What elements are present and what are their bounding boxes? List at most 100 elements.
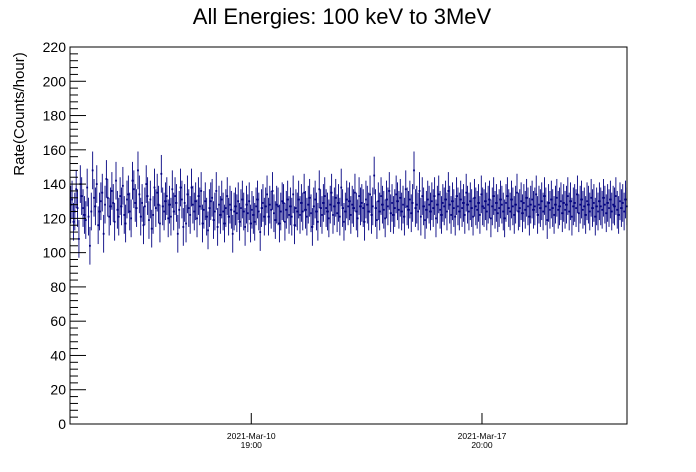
data-point: [484, 182, 487, 221]
point-marker: [183, 202, 186, 204]
data-point: [384, 199, 387, 238]
data-point: [360, 184, 363, 222]
data-point: [612, 185, 615, 224]
data-point: [382, 190, 385, 229]
point-marker: [197, 195, 200, 197]
data-point: [376, 201, 378, 239]
point-marker: [314, 198, 317, 201]
data-point: [174, 177, 176, 215]
data-point: [500, 185, 503, 224]
point-marker: [439, 208, 441, 211]
point-marker: [616, 208, 619, 211]
point-marker: [148, 219, 150, 221]
point-marker: [192, 203, 194, 206]
point-marker: [524, 208, 527, 211]
point-marker: [483, 207, 485, 209]
point-marker: [400, 210, 403, 213]
data-point: [572, 187, 575, 226]
point-marker: [128, 210, 131, 213]
data-point: [131, 161, 134, 200]
point-marker: [623, 210, 626, 213]
data-point: [560, 182, 562, 221]
point-marker: [181, 198, 183, 201]
data-point: [402, 185, 404, 224]
point-marker: [369, 193, 371, 196]
point-marker: [89, 244, 91, 247]
point-marker: [571, 215, 573, 218]
data-point: [447, 172, 450, 210]
point-marker: [602, 196, 605, 199]
point-marker: [110, 190, 113, 192]
point-marker: [511, 205, 514, 208]
data-point: [197, 177, 200, 215]
data-point: [385, 180, 388, 219]
point-marker: [223, 222, 226, 225]
data-point: [143, 187, 146, 226]
data-point: [440, 196, 443, 234]
data-point: [437, 175, 440, 214]
point-marker: [359, 205, 362, 208]
data-point: [246, 194, 249, 233]
point-marker: [200, 190, 203, 192]
point-marker: [285, 208, 288, 211]
data-point: [142, 206, 145, 245]
data-point: [194, 182, 197, 221]
data-point: [619, 182, 621, 221]
data-point: [205, 197, 208, 236]
data-point: [267, 197, 270, 236]
point-marker: [410, 212, 413, 215]
data-point: [86, 168, 89, 207]
data-point: [297, 180, 300, 219]
point-marker: [150, 227, 153, 230]
data-point: [455, 177, 458, 215]
data-point: [573, 184, 576, 222]
data-point: [577, 194, 580, 233]
data-point: [465, 173, 468, 212]
x-tick-time: 20:00: [471, 440, 493, 450]
data-point: [566, 177, 569, 215]
point-marker: [356, 217, 359, 220]
data-point: [474, 187, 477, 226]
data-series: [69, 151, 628, 265]
y-tick-label: 200: [43, 73, 67, 89]
point-marker: [205, 215, 208, 218]
point-marker: [406, 205, 409, 208]
data-point: [435, 199, 437, 238]
data-point: [245, 185, 248, 224]
data-point: [517, 192, 520, 231]
data-point: [186, 175, 189, 214]
data-point: [590, 178, 593, 217]
point-marker: [322, 202, 325, 204]
data-point: [349, 196, 352, 234]
point-marker: [226, 195, 229, 197]
data-point: [312, 187, 315, 226]
data-point: [551, 189, 554, 227]
point-marker: [325, 207, 328, 209]
point-marker: [517, 210, 520, 213]
data-point: [498, 189, 501, 227]
data-point: [192, 185, 194, 224]
point-marker: [132, 188, 135, 191]
point-marker: [544, 205, 547, 208]
point-marker: [595, 205, 598, 208]
data-point: [326, 192, 329, 231]
data-point: [477, 184, 480, 222]
point-marker: [473, 196, 476, 199]
data-point: [323, 177, 326, 215]
y-tick-label: 20: [50, 382, 66, 398]
point-marker: [533, 205, 536, 208]
point-marker: [266, 193, 268, 196]
data-point: [264, 187, 267, 226]
point-marker: [245, 203, 248, 206]
data-point: [513, 196, 516, 234]
data-point: [469, 182, 472, 221]
point-marker: [135, 207, 138, 209]
point-marker: [193, 210, 196, 213]
point-marker: [506, 195, 509, 197]
point-marker: [230, 208, 233, 211]
point-marker: [572, 205, 575, 208]
data-point: [400, 192, 403, 231]
data-point: [539, 189, 542, 227]
point-marker: [278, 222, 281, 225]
data-point: [542, 192, 544, 231]
